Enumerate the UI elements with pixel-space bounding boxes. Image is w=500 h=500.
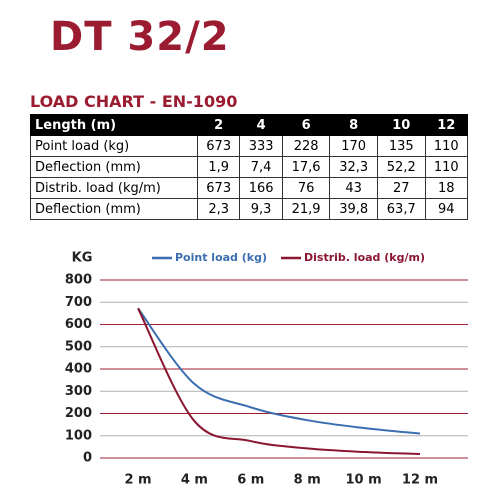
x-tick-label: 6 m (237, 473, 264, 488)
table-cell: 39,8 (329, 198, 378, 220)
subtitle: LOAD CHART - EN-1090 (30, 92, 238, 111)
table-cell: 7,4 (239, 156, 283, 178)
x-tick-label: 2 m (124, 473, 151, 488)
table-cell: 228 (281, 135, 331, 157)
table-cell: 94 (424, 198, 469, 220)
x-tick-label: 4 m (181, 473, 208, 488)
table-row: Distrib. load (kg/m) 673 166 76 43 27 18 (30, 177, 469, 199)
table-cell: 43 (329, 177, 378, 199)
table-cell: 10 (376, 114, 426, 136)
table-cell: 21,9 (281, 198, 331, 220)
legend-label: Point load (kg) (175, 251, 267, 264)
table-cell: 110 (424, 135, 469, 157)
table-cell: 4 (239, 114, 283, 136)
table-cell: 9,3 (239, 198, 283, 220)
table-cell: 1,9 (196, 156, 241, 178)
table-cell: 673 (196, 177, 241, 199)
table-cell: 2 (196, 114, 241, 136)
x-tick-label: 8 m (294, 473, 321, 488)
x-tick-label: 12 m (402, 473, 438, 488)
title: DT 32/2 (50, 14, 230, 60)
table-cell: Deflection (mm) (30, 156, 198, 178)
table-cell: Distrib. load (kg/m) (30, 177, 198, 199)
y-tick-label: 700 (65, 295, 92, 310)
table-cell: 12 (424, 114, 469, 136)
y-tick-label: 200 (65, 406, 92, 421)
x-tick-label: 10 m (346, 473, 382, 488)
table-cell: 110 (424, 156, 469, 178)
table-cell: 333 (239, 135, 283, 157)
table-cell: 2,3 (196, 198, 241, 220)
y-tick-label: 400 (65, 362, 92, 377)
y-tick-label: 500 (65, 339, 92, 354)
table-cell: 135 (376, 135, 426, 157)
y-tick-label: 100 (65, 428, 92, 443)
series-line (137, 307, 421, 455)
table-cell: 52,2 (376, 156, 426, 178)
table-cell: Deflection (mm) (30, 198, 198, 220)
table-cell: Point load (kg) (30, 135, 198, 157)
table-cell: 166 (239, 177, 283, 199)
table-cell: 17,6 (281, 156, 331, 178)
table-row: Deflection (mm) 2,3 9,3 21,9 39,8 63,7 94 (30, 198, 469, 220)
table-cell: 32,3 (329, 156, 378, 178)
table-row: Deflection (mm) 1,9 7,4 17,6 32,3 52,2 110 (30, 156, 469, 178)
legend-label: Distrib. load (kg/m) (304, 251, 425, 264)
y-tick-label: 300 (65, 384, 92, 399)
table-cell: 76 (281, 177, 331, 199)
load-table: Length (m) 2 4 6 8 10 12 Point load (kg) 673 333 2… (30, 114, 469, 220)
series-line (137, 307, 421, 435)
chart: KG 0 100 200 300 400 500 600 700 800 2 m 4 m 6 m 8 m… (65, 251, 468, 488)
y-tick-label: 600 (65, 317, 92, 332)
table-cell: 6 (281, 114, 331, 136)
y-tick-label: 0 (83, 451, 92, 466)
y-axis-label: KG (72, 251, 93, 266)
table-cell: 8 (329, 114, 378, 136)
table-cell: 63,7 (376, 198, 426, 220)
y-tick-label: 800 (65, 273, 92, 288)
table-cell: 170 (329, 135, 378, 157)
table-row: Length (m) 2 4 6 8 10 12 (30, 114, 469, 136)
table-row: Point load (kg) 673 333 228 170 135 110 (30, 135, 469, 157)
table-cell: 673 (196, 135, 241, 157)
table-cell: 27 (376, 177, 426, 199)
table-cell: Length (m) (30, 114, 198, 136)
table-cell: 18 (424, 177, 469, 199)
